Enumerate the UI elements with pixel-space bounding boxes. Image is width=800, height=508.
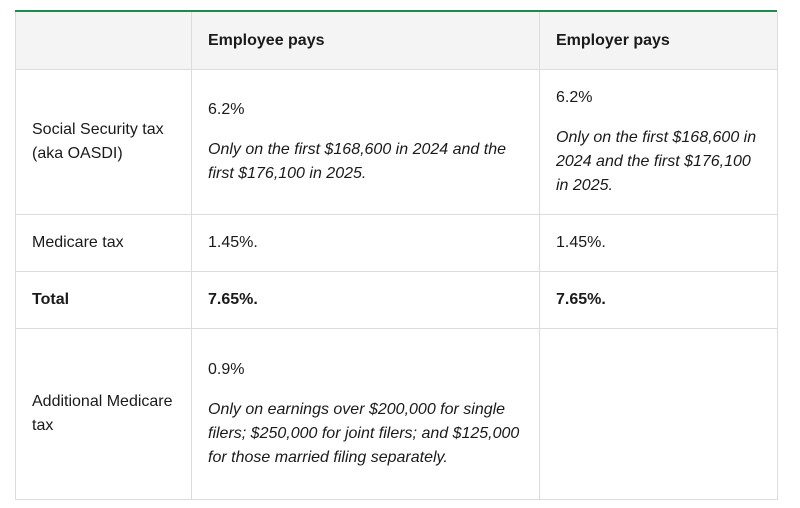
employee-rate: 1.45%.: [191, 214, 540, 272]
table-row-additional-medicare: Additional Medicare tax 0.9% Only on ear…: [15, 328, 778, 500]
header-employee-pays: Employee pays: [191, 12, 540, 70]
employee-cell: 6.2% Only on the first $168,600 in 2024 …: [191, 69, 540, 215]
header-row: Employee pays Employer pays: [15, 12, 778, 70]
employee-rate: 6.2%: [208, 101, 245, 118]
employee-note: Only on earnings over $200,000 for singl…: [208, 401, 520, 466]
employee-note: Only on the first $168,600 in 2024 and t…: [208, 141, 506, 182]
row-label: Total: [15, 271, 192, 329]
header-blank-cell: [15, 12, 192, 70]
table-row-medicare: Medicare tax 1.45%. 1.45%.: [15, 214, 778, 272]
employer-note: Only on the first $168,600 in 2024 and t…: [556, 129, 757, 194]
employee-rate: 7.65%.: [191, 271, 540, 329]
row-label: Social Security tax (aka OASDI): [15, 69, 192, 215]
employer-rate: 6.2%: [556, 89, 593, 106]
employee-cell: 0.9% Only on earnings over $200,000 for …: [191, 328, 540, 500]
row-label: Medicare tax: [15, 214, 192, 272]
employer-cell: 6.2% Only on the first $168,600 in 2024 …: [539, 69, 778, 215]
payroll-tax-table: Employee pays Employer pays Social Secur…: [15, 12, 778, 500]
tax-table-container: Employee pays Employer pays Social Secur…: [15, 10, 778, 500]
header-employer-pays: Employer pays: [539, 12, 778, 70]
table-row-social-security: Social Security tax (aka OASDI) 6.2% Onl…: [15, 69, 778, 215]
accent-top-border: [15, 10, 777, 12]
row-label: Additional Medicare tax: [15, 328, 192, 500]
employee-rate: 0.9%: [208, 361, 245, 378]
table-row-total: Total 7.65%. 7.65%.: [15, 271, 778, 329]
employer-rate: [539, 328, 778, 500]
employer-rate: 7.65%.: [539, 271, 778, 329]
employer-rate: 1.45%.: [539, 214, 778, 272]
